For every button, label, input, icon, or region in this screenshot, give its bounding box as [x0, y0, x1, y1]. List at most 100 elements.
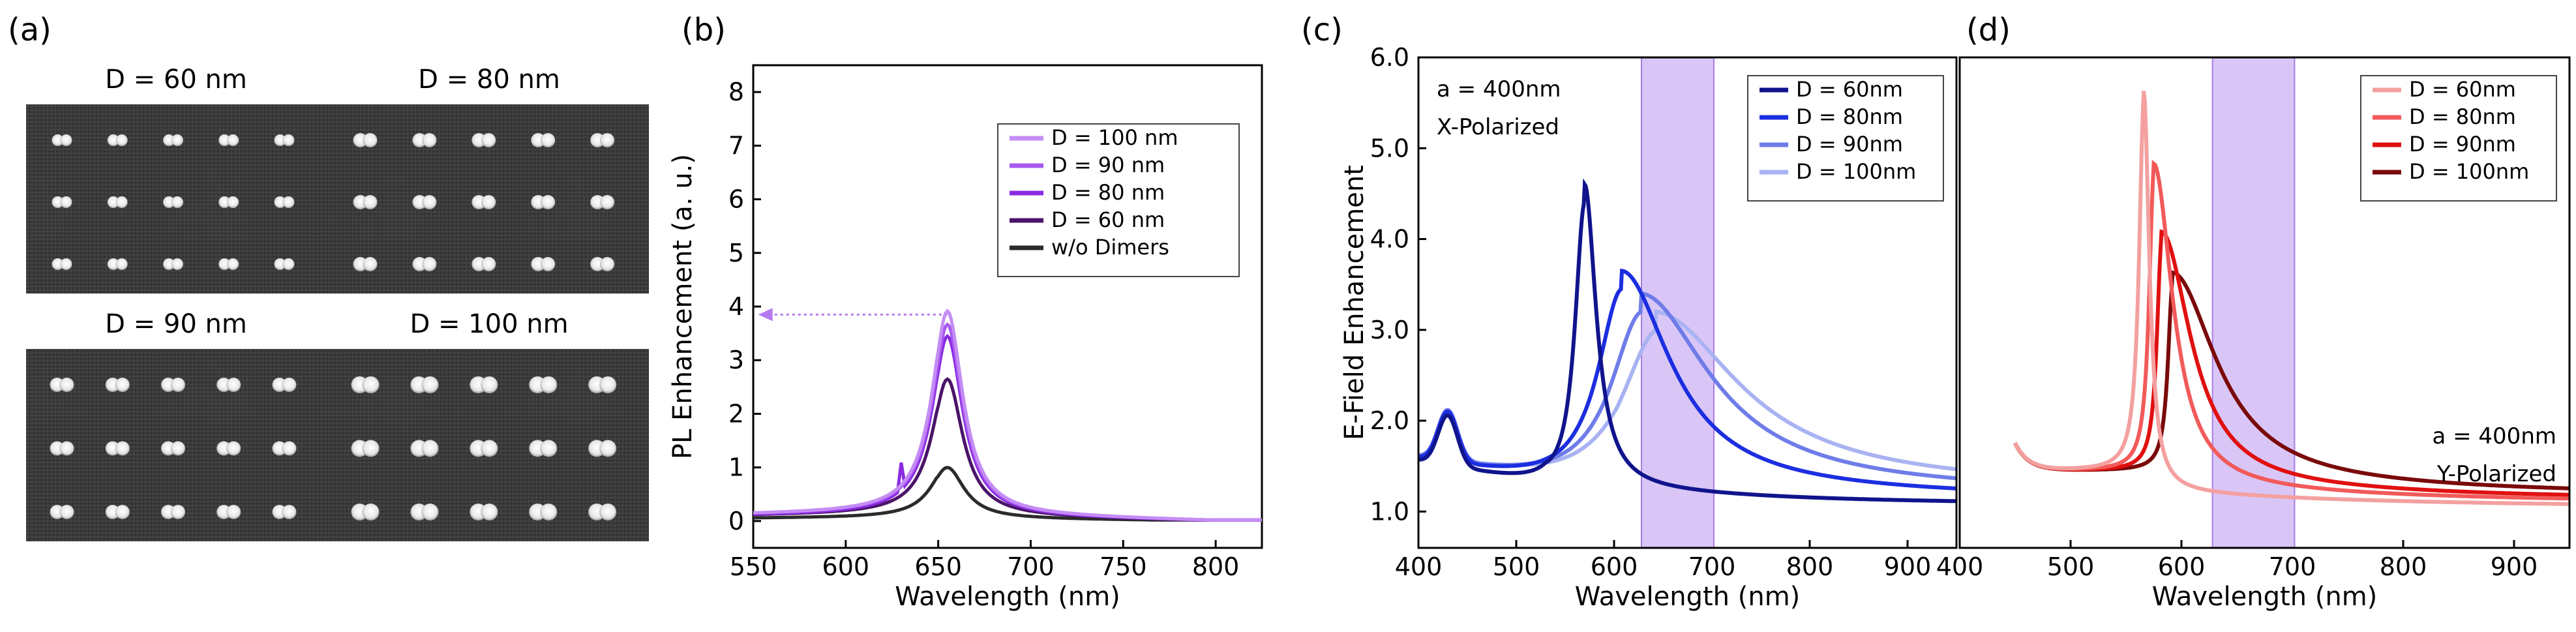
sem-dimer-particle [282, 134, 295, 146]
annotation-text: Y-Polarized [2436, 461, 2556, 487]
sem-dimer-particle [274, 258, 286, 270]
series-line [1418, 178, 1957, 504]
y-tick-label: 4 [728, 292, 744, 321]
y-tick-label: 5 [728, 239, 744, 267]
sem-dimer-particle [600, 133, 615, 147]
sem-dimer-particle [282, 441, 297, 456]
sem-dimer-particle [227, 258, 239, 270]
sem-dimer-particle [481, 133, 496, 147]
y-tick-label: 2 [728, 399, 744, 428]
highlight-band [2211, 57, 2296, 549]
x-tick-label: 600 [822, 552, 870, 581]
annotation-arrow-head [758, 308, 773, 322]
y-tick-label: 8 [728, 78, 744, 106]
series-line [753, 308, 1262, 522]
sem-dimer-particle [60, 196, 72, 208]
legend-box [1747, 75, 1944, 202]
chart-b: 550 600 650 700 750 800 0 1 2 3 4 5 6 7 8 Wavelength (n… [668, 64, 1263, 612]
series-line [753, 322, 1262, 522]
sem-dimer-particle [162, 258, 175, 270]
sem-dimer-particle [218, 258, 231, 270]
x-tick-label: 400 [1936, 552, 1984, 581]
series-line [2013, 160, 2570, 501]
legend-box [997, 123, 1240, 277]
sem-dimer-particle [541, 195, 556, 209]
y-tick-label: 7 [728, 131, 744, 160]
x-tick-label: 600 [2158, 552, 2206, 581]
y-tick-label: 5.0 [1370, 134, 1409, 162]
x-tick-label: 800 [1192, 552, 1240, 581]
y-axis-title: E-Field Enhancement [1340, 165, 1370, 440]
sem-dimer-particle [422, 133, 437, 147]
sem-dimer-particle [115, 258, 128, 270]
sem-dimer-particle [481, 504, 498, 520]
annotation-text: X-Polarized [1437, 114, 1559, 140]
x-tick-label: 700 [1688, 552, 1736, 581]
sem-dimer-particle [60, 134, 72, 146]
sem-dimer-particle [599, 504, 617, 520]
series-line [753, 334, 1262, 522]
sem-dimer-particle [282, 196, 295, 208]
y-tick-label: 3.0 [1370, 316, 1409, 344]
sem-dots [50, 133, 617, 520]
sem-dimer-particle [421, 440, 439, 457]
sem-dimer-particle [226, 378, 241, 392]
y-axis-title: PL Enhancement (a. u.) [668, 154, 698, 459]
y-tick-label: 6 [728, 185, 744, 214]
legend-label: D = 80 nm [1051, 180, 1165, 205]
sem-dimer-particle [52, 134, 64, 146]
legend-label: D = 100nm [1796, 159, 1916, 184]
sem-dimer-particle [59, 505, 74, 519]
x-tick-label: 550 [730, 552, 777, 581]
annotation-text: a = 400nm [1437, 76, 1561, 102]
legend-label: D = 90nm [2409, 132, 2516, 157]
x-tick-label: 900 [1884, 552, 1932, 581]
legend-label: D = 60 nm [1051, 207, 1165, 232]
sem-dimer-particle [60, 258, 72, 270]
sem-dimer-particle [115, 134, 128, 146]
sem-dimer-particle [363, 257, 378, 271]
sem-dimer-particle [540, 376, 558, 393]
x-axis-title: Wavelength (nm) [2152, 582, 2378, 612]
sem-dimer-particle [282, 505, 297, 519]
x-tick-label: 900 [2491, 552, 2538, 581]
sem-dimer-particle [363, 195, 378, 209]
sem-dimer-particle [115, 441, 130, 456]
x-tick-label: 700 [1007, 552, 1055, 581]
sem-dimer-particle [171, 258, 183, 270]
sem-dimer-particle [171, 134, 183, 146]
sem-dimer-particle [52, 258, 64, 270]
sem-dimer-particle [59, 441, 74, 456]
y-tick-label: 6.0 [1370, 43, 1409, 72]
legend-label: D = 90nm [1796, 132, 1903, 157]
sem-dimer-particle [422, 257, 437, 271]
sem-dimer-particle [541, 133, 556, 147]
y-tick-label: 3 [728, 346, 744, 374]
sem-dimer-particle [171, 196, 183, 208]
sem-dimer-particle [162, 196, 175, 208]
sem-dimer-particle [170, 441, 185, 456]
sem-dimer-particle [363, 133, 378, 147]
y-tick-label: 4.0 [1370, 225, 1409, 254]
sem-dimer-particle [115, 505, 130, 519]
sem-dimer-particle [599, 440, 617, 457]
sem-title-80: D = 80 nm [418, 65, 560, 95]
sem-dimer-particle [540, 440, 558, 457]
sem-dimer-particle [170, 378, 185, 392]
sem-dimer-particle [481, 257, 496, 271]
x-axis-title: Wavelength (nm) [895, 582, 1120, 612]
sem-dimer-particle [170, 505, 185, 519]
sem-dimer-particle [481, 376, 498, 393]
panel-label-d: (d) [1966, 12, 2011, 48]
y-tick-label: 2.0 [1370, 406, 1409, 435]
sem-dimer-particle [59, 378, 74, 392]
sem-dimer-particle [226, 505, 241, 519]
x-tick-label: 400 [1395, 552, 1443, 581]
chart-c: 400 500 600 700 800 900 1.0 2.0 3.0 4.0 5.0 6.0 Wave… [1340, 43, 1958, 612]
sem-title-100: D = 100 nm [410, 309, 568, 339]
legend-label: D = 60nm [2409, 77, 2516, 102]
sem-title-90: D = 90 nm [105, 309, 247, 339]
sem-dimer-particle [226, 441, 241, 456]
sem-dimer-particle [107, 196, 119, 208]
sem-dimer-particle [282, 378, 297, 392]
